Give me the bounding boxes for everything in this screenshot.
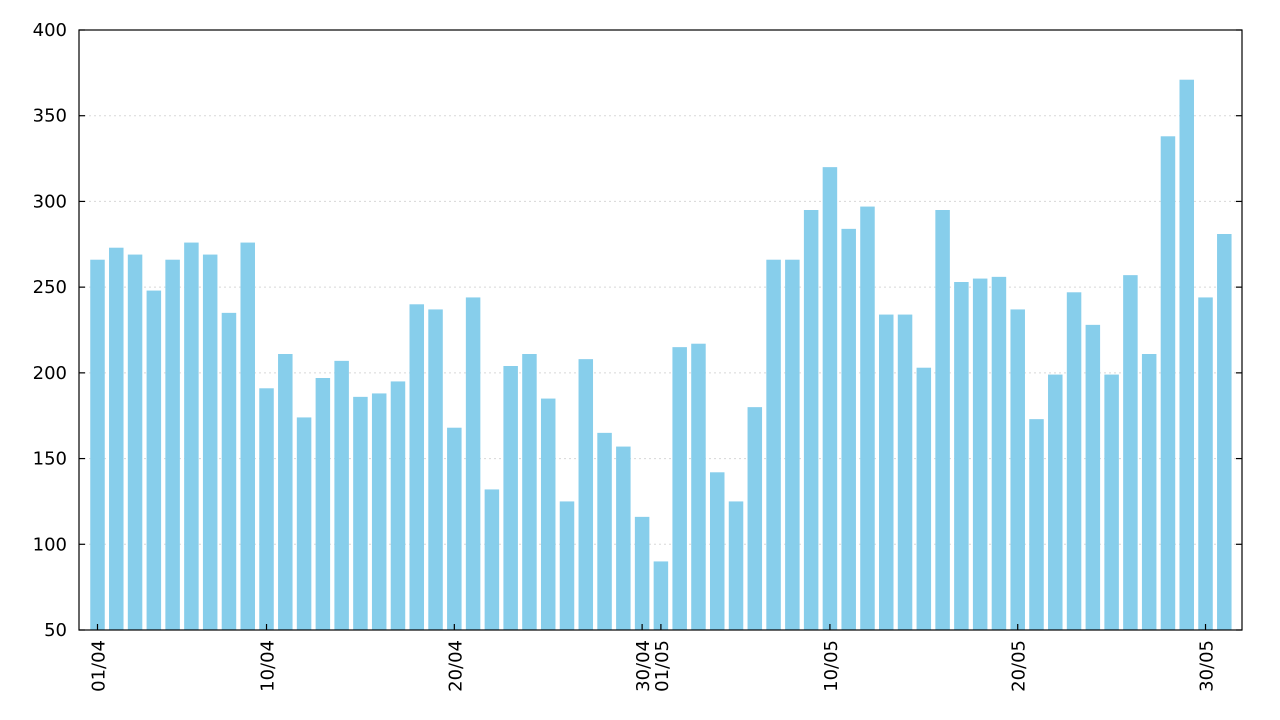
bar [202, 254, 218, 630]
bar [1179, 79, 1194, 630]
bar [991, 276, 1007, 630]
x-tick-label: 30/05 [1197, 640, 1218, 692]
bar [916, 367, 932, 630]
y-axis: 50 100 150 200 250 300 350 400 [33, 20, 1242, 641]
bar [296, 417, 312, 630]
bar [221, 312, 237, 630]
bar [184, 242, 199, 630]
x-tick-label: 01/04 [89, 640, 110, 692]
bar [616, 446, 631, 630]
bar [803, 210, 819, 630]
x-tick-label: 10/05 [821, 640, 842, 692]
bar [503, 366, 518, 630]
bar [465, 297, 481, 630]
grid-lines [79, 115, 1242, 545]
x-tick-label: 30/04 [633, 640, 654, 692]
bar [1029, 419, 1044, 630]
x-tick-label: 20/04 [445, 640, 466, 692]
bar [1160, 136, 1176, 631]
bar [146, 290, 162, 630]
bar [1141, 354, 1157, 630]
bar [1066, 292, 1082, 630]
bar [447, 427, 462, 630]
bar [259, 388, 274, 630]
bar [278, 354, 293, 630]
bar [822, 167, 838, 630]
bar [728, 501, 744, 630]
bar [559, 501, 575, 630]
bar [672, 347, 687, 630]
bar [522, 354, 537, 630]
bar [409, 304, 425, 630]
bar [879, 314, 894, 630]
bar [634, 516, 650, 630]
bar [747, 407, 763, 630]
bar [578, 359, 594, 630]
bar [691, 343, 706, 630]
y-tick-label: 100 [33, 534, 67, 555]
y-tick-label: 300 [33, 191, 67, 212]
y-tick-label: 350 [33, 106, 67, 127]
bar [127, 254, 143, 630]
bar [484, 489, 500, 630]
x-tick-label: 01/05 [652, 640, 673, 692]
y-tick-label: 400 [33, 20, 67, 41]
bar [334, 360, 349, 630]
bar [165, 259, 180, 630]
bar [954, 282, 969, 630]
bar [935, 210, 950, 630]
x-tick-label: 10/04 [258, 640, 279, 692]
bar [540, 398, 556, 630]
bar [390, 381, 406, 630]
bar [709, 472, 725, 630]
bar [1217, 234, 1232, 630]
bar [1104, 374, 1119, 630]
y-tick-label: 150 [33, 449, 67, 470]
bar [1198, 297, 1213, 630]
bar [897, 314, 913, 630]
bar [428, 309, 443, 630]
bar [597, 432, 612, 630]
bar [315, 378, 331, 630]
bar [841, 228, 856, 631]
bar [653, 561, 669, 630]
y-tick-label: 50 [44, 620, 67, 641]
bar [1123, 275, 1138, 630]
bar [860, 206, 875, 630]
bar [353, 396, 368, 630]
bar [766, 259, 781, 630]
bars [90, 79, 1232, 631]
bar [972, 278, 988, 630]
y-tick-label: 200 [33, 363, 67, 384]
bar [1010, 309, 1025, 630]
x-tick-label: 20/05 [1009, 640, 1030, 692]
bar [109, 247, 124, 630]
y-tick-label: 250 [33, 277, 67, 298]
bar [371, 393, 387, 630]
bar [785, 259, 800, 630]
bar [1085, 324, 1101, 630]
bar [1048, 374, 1063, 630]
bar [90, 259, 105, 630]
bar [240, 242, 255, 630]
